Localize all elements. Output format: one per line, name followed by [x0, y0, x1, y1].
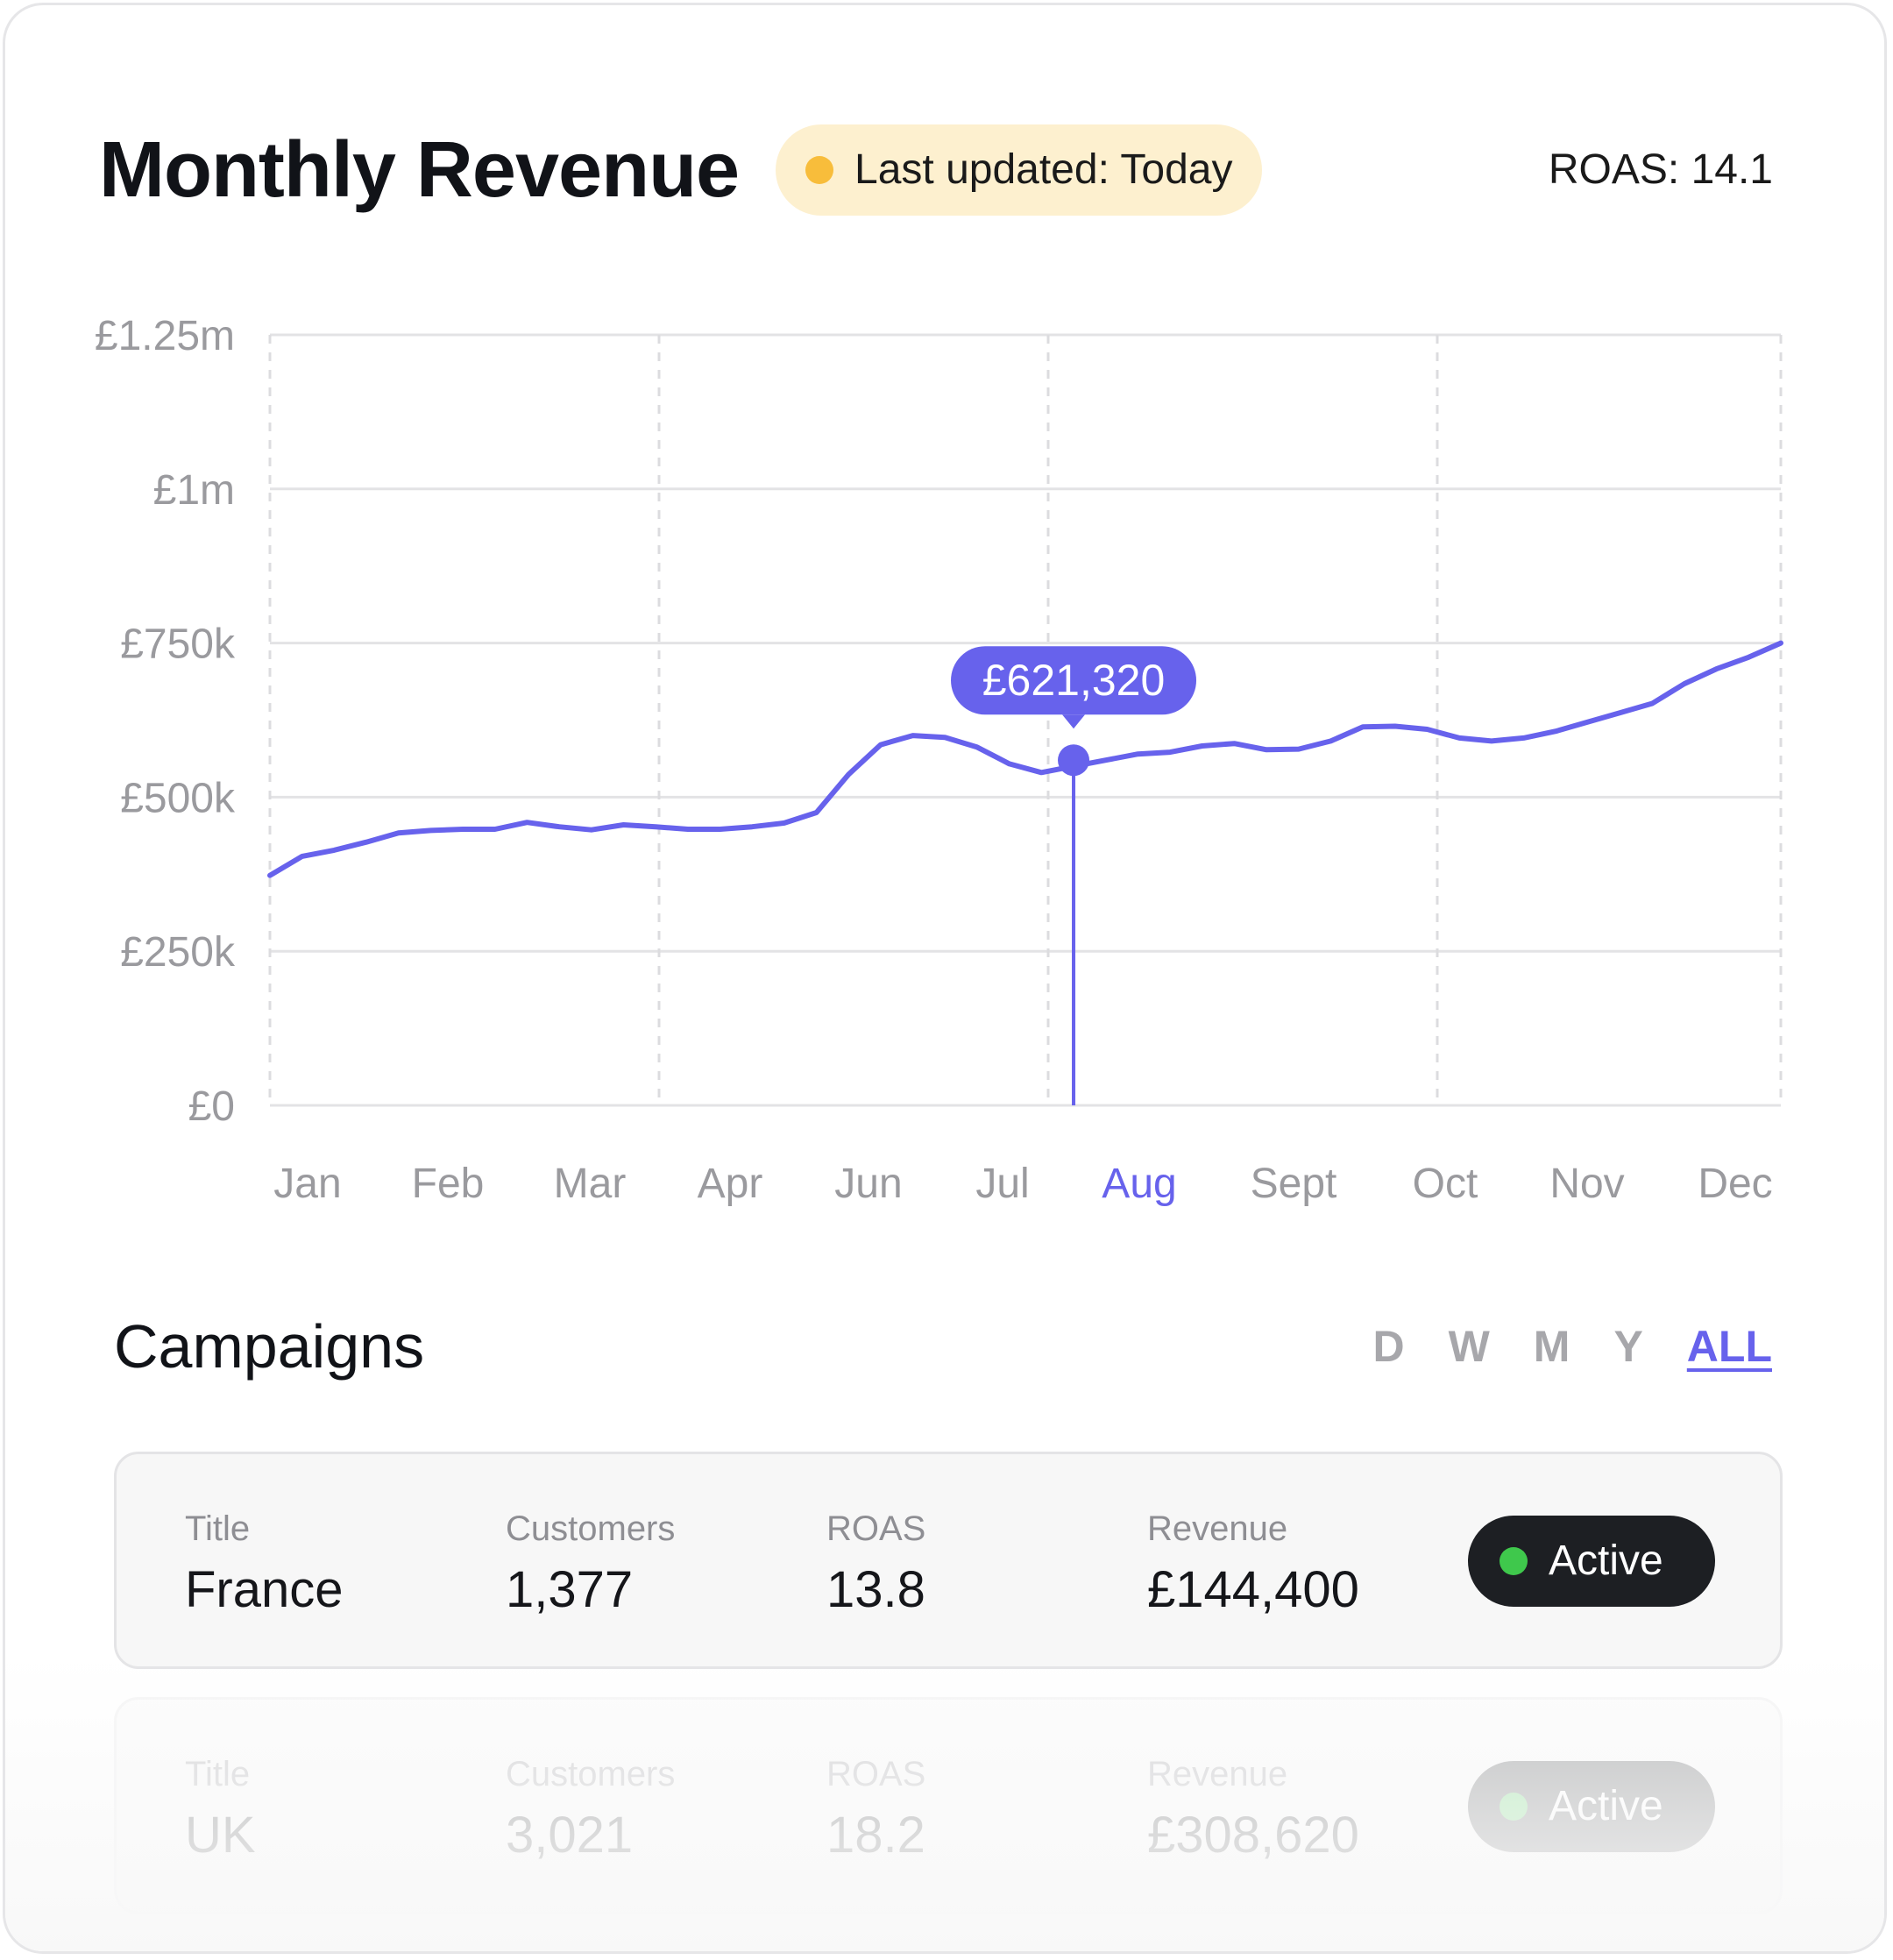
x-tick-label: Jun [834, 1161, 902, 1207]
campaign-revenue-cell: Revenue £144,400 [1147, 1507, 1359, 1621]
page-title: Monthly Revenue [99, 126, 740, 214]
tooltip-label: £621,320 [982, 656, 1166, 705]
status-toggle[interactable]: Active [1468, 1516, 1715, 1607]
x-tick-label: Jan [273, 1161, 341, 1207]
campaigns-heading: Campaigns [114, 1312, 425, 1381]
campaign-revenue-cell: Revenue £308,620 [1147, 1752, 1359, 1866]
x-tick-label: Aug [1102, 1161, 1176, 1207]
x-tick-label: Mar [554, 1161, 627, 1207]
y-tick-label: £500k [120, 775, 236, 821]
campaign-customers: 3,021 [506, 1807, 634, 1864]
column-label-roas: ROAS [826, 1755, 926, 1793]
x-tick-label: Feb [412, 1161, 485, 1207]
column-label-revenue: Revenue [1147, 1509, 1288, 1548]
series-line [267, 640, 1783, 878]
campaign-customers: 1,377 [506, 1561, 634, 1618]
range-tab-month[interactable]: M [1533, 1322, 1570, 1371]
campaign-customers-cell: Customers 1,377 [506, 1507, 675, 1621]
status-label: Active [1549, 1537, 1663, 1584]
range-tabs: D W M Y ALL [1372, 1318, 1772, 1374]
last-updated-badge: Last updated: Today [776, 124, 1263, 216]
campaign-roas: 18.2 [826, 1807, 925, 1864]
x-tick-label: Apr [698, 1161, 763, 1207]
campaign-row-france[interactable]: Title France Customers 1,377 ROAS 13.8 R… [114, 1452, 1783, 1669]
column-label-roas: ROAS [826, 1509, 926, 1548]
y-tick-label: £750k [120, 621, 236, 668]
campaign-title-cell: Title UK [185, 1752, 256, 1866]
campaign-title: UK [185, 1807, 256, 1864]
active-dot-icon [1500, 1547, 1528, 1575]
y-tick-label: £1m [153, 467, 235, 514]
last-updated-label: Last updated: Today [854, 146, 1233, 193]
status-toggle[interactable]: Active [1468, 1761, 1715, 1852]
active-dot-icon [1500, 1793, 1528, 1821]
column-label-title: Title [185, 1509, 251, 1548]
range-tab-all[interactable]: ALL [1686, 1322, 1772, 1371]
y-tick-label: £250k [120, 929, 236, 976]
campaign-customers-cell: Customers 3,021 [506, 1752, 675, 1866]
x-tick-label: Oct [1413, 1161, 1478, 1207]
roas-summary: ROAS: 14.1 [1548, 146, 1773, 193]
x-tick-label: Jul [975, 1161, 1029, 1207]
y-tick-label: £1.25m [95, 313, 235, 359]
column-label-customers: Customers [506, 1755, 676, 1793]
x-tick-label: Dec [1698, 1161, 1772, 1207]
tooltip-pointer [1062, 714, 1086, 729]
revenue-card: Monthly Revenue Last updated: Today ROAS… [3, 3, 1887, 1954]
status-dot-icon [805, 156, 833, 184]
tooltip-bubble [951, 646, 1197, 715]
revenue-line-chart[interactable]: £0 £250k £500k £750k £1m £1.25m Jan Feb Mar Apr Ju… [5, 5, 1887, 1268]
x-tick-label: Nov [1549, 1161, 1624, 1207]
campaign-row-uk[interactable]: Title UK Customers 3,021 ROAS 18.2 Reven… [114, 1697, 1783, 1914]
campaign-revenue: £144,400 [1147, 1561, 1359, 1618]
data-point [1058, 744, 1090, 777]
campaign-title-cell: Title France [185, 1507, 344, 1621]
campaign-title: France [185, 1561, 344, 1618]
range-tab-day[interactable]: D [1372, 1322, 1405, 1371]
campaign-roas-cell: ROAS 13.8 [826, 1507, 925, 1621]
range-tab-year[interactable]: Y [1613, 1322, 1643, 1371]
range-tab-week[interactable]: W [1448, 1322, 1490, 1371]
campaign-roas: 13.8 [826, 1561, 925, 1618]
status-label: Active [1549, 1783, 1663, 1829]
campaign-revenue: £308,620 [1147, 1807, 1359, 1864]
column-label-title: Title [185, 1755, 251, 1793]
campaign-roas-cell: ROAS 18.2 [826, 1752, 925, 1866]
y-tick-label: £0 [188, 1083, 235, 1130]
column-label-revenue: Revenue [1147, 1755, 1288, 1793]
column-label-customers: Customers [506, 1509, 676, 1548]
x-tick-label: Sept [1251, 1161, 1337, 1207]
